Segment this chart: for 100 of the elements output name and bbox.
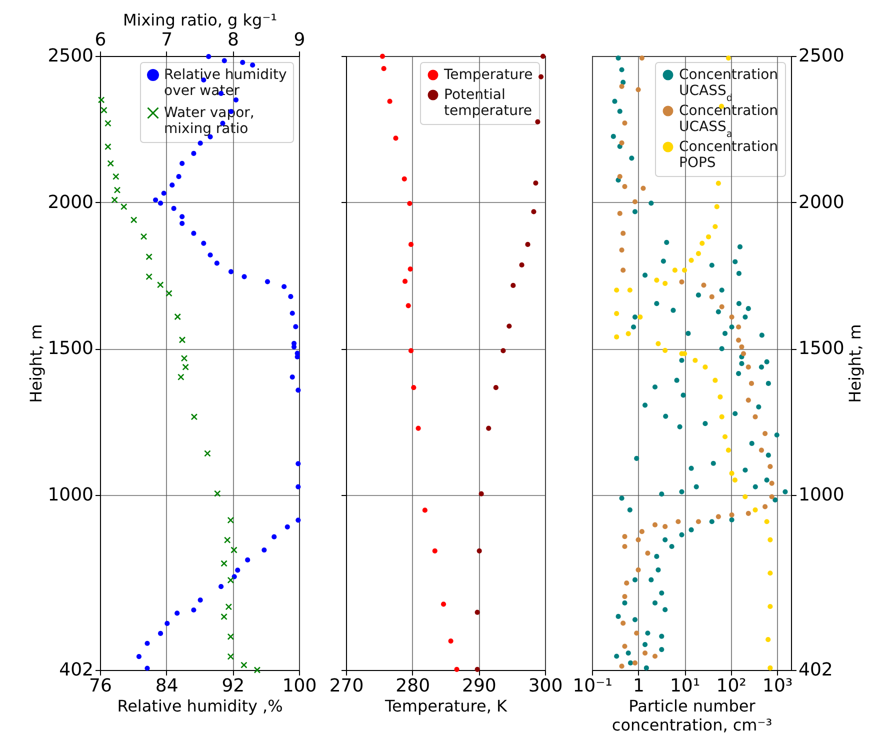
point [432, 548, 438, 554]
point [191, 607, 196, 613]
point [158, 630, 164, 636]
point [525, 242, 530, 248]
point [540, 54, 546, 59]
point [191, 150, 196, 156]
x2-tick-label: 8 [227, 30, 239, 50]
x-tick-label: 10⁻¹ [572, 676, 612, 696]
point [191, 230, 196, 236]
point [380, 54, 386, 59]
x-tick-label: 76 [89, 676, 112, 696]
point [164, 620, 170, 626]
point [171, 206, 176, 212]
x-tick-label: 10² [716, 676, 746, 696]
point [296, 518, 301, 523]
point [510, 282, 516, 288]
point [180, 214, 185, 220]
point [408, 348, 414, 354]
point [214, 260, 220, 266]
x-tick-label: 92 [222, 676, 245, 696]
point [228, 269, 234, 274]
point [296, 461, 301, 466]
x-tick-label: 100 [282, 676, 317, 696]
point [180, 220, 185, 226]
point [538, 74, 544, 80]
point [416, 426, 421, 431]
point [206, 54, 212, 60]
x-axis-title: Relative humidity ,% [117, 696, 283, 716]
point [422, 508, 428, 513]
point [222, 58, 227, 64]
point [170, 182, 175, 188]
point [158, 200, 164, 206]
x2-tick-label: 6 [94, 30, 106, 50]
point [208, 252, 213, 258]
point [531, 209, 536, 214]
point [381, 66, 386, 72]
point [136, 654, 142, 660]
point [272, 534, 277, 540]
point [474, 666, 480, 672]
x-tick-label: 10³ [762, 676, 793, 696]
point [290, 310, 295, 316]
point [387, 98, 392, 104]
y-tick-label: 1500 [798, 338, 844, 360]
point [264, 279, 270, 284]
point [533, 180, 538, 186]
y-tick-label: 402 [798, 660, 833, 680]
y-axis-title: Height, m [26, 324, 46, 403]
point [161, 190, 166, 196]
point [284, 524, 290, 530]
y-tick-label: 2500 [798, 46, 844, 66]
point [411, 385, 416, 390]
point [290, 374, 295, 380]
y-tick-label: 1000 [798, 484, 844, 506]
point [153, 197, 158, 203]
point [201, 240, 206, 246]
x2-axis-title: Mixing ratio, g kg⁻¹ [122, 10, 278, 30]
y-tick-label: 1000 [48, 484, 94, 506]
x-tick-label: 270 [329, 676, 364, 696]
point [408, 242, 414, 248]
point [454, 666, 460, 672]
point [407, 200, 412, 206]
point [476, 548, 482, 554]
legend-label: Temperature [443, 67, 533, 83]
y-tick-label: 2500 [48, 46, 94, 66]
point [393, 136, 398, 141]
point [144, 666, 150, 671]
point [245, 557, 250, 563]
point [506, 324, 512, 329]
point [296, 484, 301, 490]
y-axis-title: Height, m [845, 324, 864, 403]
y-tick-label: 1500 [48, 338, 94, 360]
point [402, 278, 408, 284]
legend-label: Concentration UCASS$_{a}$ [679, 103, 778, 140]
point [282, 284, 287, 290]
point [174, 610, 180, 616]
point [474, 610, 480, 615]
point [406, 303, 411, 308]
point [218, 584, 224, 590]
x-tick-label: 300 [528, 676, 563, 696]
legend-label: Relative humidity over water [164, 67, 287, 99]
point [402, 176, 407, 182]
point [486, 426, 492, 431]
point [500, 348, 506, 354]
legend-label: Concentration POPS [679, 139, 778, 171]
point [262, 547, 267, 553]
point [296, 388, 301, 393]
point [478, 491, 484, 496]
x2-tick-label: 9 [294, 30, 306, 50]
legend-label: Water vapor, mixing ratio [164, 105, 254, 137]
x-tick-label: 290 [462, 676, 496, 696]
point [493, 385, 498, 390]
point [242, 274, 247, 280]
point [235, 568, 240, 573]
legend-label: Potential temperature [444, 87, 532, 119]
point [198, 598, 203, 603]
point [440, 602, 446, 607]
x-axis-title: Temperature, K [384, 696, 508, 716]
point [293, 324, 298, 330]
point [250, 62, 256, 68]
x-tick-label: 1 [633, 676, 644, 696]
